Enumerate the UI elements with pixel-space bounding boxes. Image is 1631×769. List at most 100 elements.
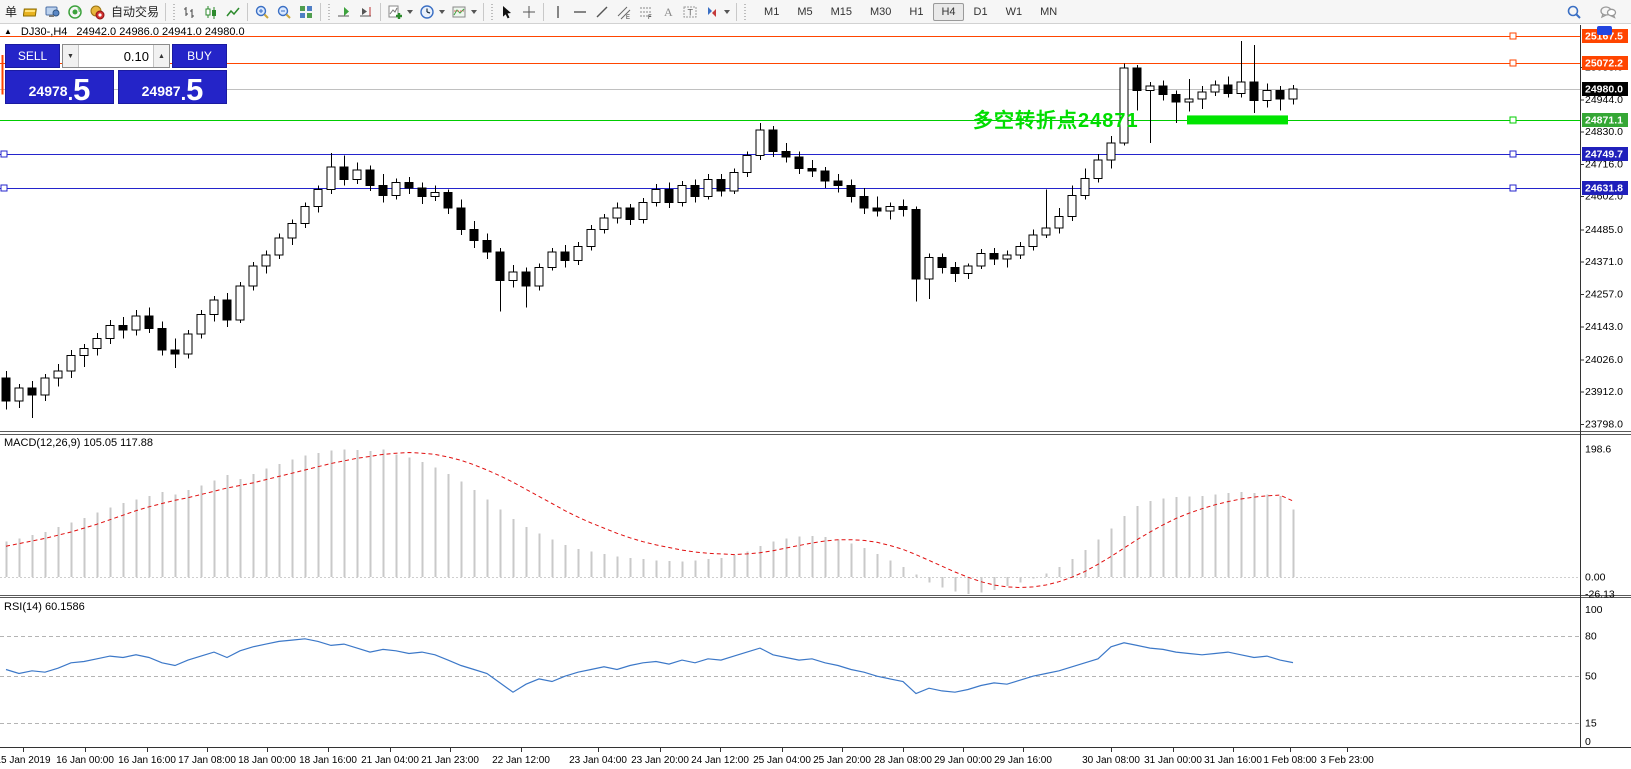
price-badge (1582, 56, 1628, 70)
time-tick-label: 28 Jan 08:00 (874, 755, 932, 766)
candle-body (664, 189, 674, 203)
candle-body (833, 180, 843, 186)
text-icon[interactable]: A (657, 2, 679, 22)
line-handle[interactable] (1509, 59, 1517, 67)
price-tick-label: 23798.0 (1585, 419, 1623, 431)
candle-body (40, 377, 50, 396)
rsi-axis-label: 0 (1585, 736, 1591, 748)
sell-button[interactable]: SELL (5, 44, 60, 68)
line-handle[interactable] (1509, 116, 1517, 124)
macd-indicator-label: MACD(12,26,9) 105.05 117.88 (4, 437, 153, 449)
sell-price-button[interactable]: 24978. 5 (5, 70, 114, 107)
tile-windows-icon[interactable] (295, 2, 317, 22)
fibonacci-icon[interactable]: F (635, 2, 657, 22)
candle-body (625, 207, 635, 220)
candle-body (27, 387, 37, 396)
buy-button[interactable]: BUY (172, 44, 227, 68)
macd-axis-label: 0.00 (1585, 572, 1606, 584)
rsi-axis-label: 80 (1585, 631, 1597, 643)
candle-body (469, 228, 479, 242)
line-chart-icon[interactable] (222, 2, 244, 22)
bar-chart-icon[interactable] (178, 2, 200, 22)
indicators-button[interactable] (384, 2, 416, 22)
time-tick-label: 30 Jan 08:00 (1082, 755, 1140, 766)
equidistant-channel-icon[interactable]: E (613, 2, 635, 22)
tf-m5-button[interactable]: M5 (797, 5, 813, 18)
line-handle[interactable] (1509, 184, 1517, 192)
candle-body (1145, 85, 1155, 91)
price-tick-label: 24830.0 (1585, 126, 1623, 138)
market-watch-icon[interactable] (42, 2, 64, 22)
candle-body (417, 187, 427, 198)
volume-decrease-button[interactable]: ▼ (63, 45, 79, 67)
time-tick-label: 31 Jan 00:00 (1144, 755, 1202, 766)
time-tick-label: 25 Jan 20:00 (813, 755, 871, 766)
new-order-button[interactable]: 单 (5, 5, 18, 19)
autotrading-label[interactable]: 自动交易 (111, 5, 160, 19)
chart-window-icon[interactable] (20, 2, 42, 22)
chart-shift-icon[interactable] (355, 2, 377, 22)
candle-body (456, 207, 466, 230)
line-handle[interactable] (1509, 150, 1517, 158)
candle-body (599, 217, 609, 230)
price-badge (1582, 181, 1628, 195)
vertical-line-icon[interactable] (547, 2, 569, 22)
candle-body (1067, 194, 1077, 218)
chart-ohlc-values: 24942.0 24986.0 24941.0 24980.0 (76, 26, 245, 38)
candle-body (105, 325, 115, 339)
time-tick-label: 18 Jan 00:00 (238, 755, 296, 766)
volume-increase-button[interactable]: ▲ (153, 45, 169, 67)
tf-m30-button[interactable]: M30 (870, 5, 892, 18)
zoom-in-icon[interactable] (251, 2, 273, 22)
tf-mn-button[interactable]: MN (1040, 5, 1058, 18)
price-badge (1582, 82, 1628, 96)
candle-body (222, 299, 232, 321)
crosshair-icon[interactable] (518, 2, 540, 22)
chart-quick-nav-icon[interactable] (1597, 26, 1612, 35)
panel-toggle-icon[interactable]: ▲ (4, 27, 12, 36)
trendline-icon[interactable] (591, 2, 613, 22)
auto-scroll-icon[interactable] (333, 2, 355, 22)
tf-m15-button[interactable]: M15 (830, 5, 852, 18)
periods-button[interactable] (416, 2, 448, 22)
candle-body (482, 240, 492, 253)
line-handle[interactable] (0, 184, 8, 192)
macd-axis-label: 198.6 (1585, 443, 1611, 455)
horizontal-line-icon[interactable] (569, 2, 591, 22)
signals-icon[interactable] (64, 2, 86, 22)
zoom-out-icon[interactable] (273, 2, 295, 22)
candle-body (79, 347, 89, 356)
search-icon[interactable] (1563, 2, 1585, 22)
price-tick-label: 24485.0 (1585, 224, 1623, 236)
time-tick-label: 21 Jan 04:00 (361, 755, 419, 766)
candlestick-chart-icon[interactable] (200, 2, 222, 22)
candle-body (261, 254, 271, 267)
candle-body (534, 267, 544, 287)
cursor-icon[interactable] (496, 2, 518, 22)
time-tick-label: 1 Feb 08:00 (1263, 755, 1317, 766)
text-label-icon[interactable]: T (679, 2, 701, 22)
time-tick-label: 18 Jan 16:00 (299, 755, 357, 766)
chevron-down-icon (407, 9, 414, 14)
tf-m1-button[interactable]: M1 (764, 5, 780, 18)
tf-h1-button[interactable]: H1 (909, 5, 924, 18)
autotrading-icon[interactable] (86, 2, 108, 22)
arrows-icon (701, 2, 723, 22)
candle-body (690, 184, 700, 198)
candle-body (339, 166, 349, 181)
line-handle[interactable] (1509, 32, 1517, 40)
templates-button[interactable] (448, 2, 480, 22)
buy-price-frac: 5 (186, 71, 204, 107)
line-handle[interactable] (0, 150, 8, 158)
tf-d1-button[interactable]: D1 (973, 5, 988, 18)
chat-icon[interactable] (1597, 2, 1619, 22)
tf-w1-button[interactable]: W1 (1005, 5, 1023, 18)
tf-h4-button[interactable]: H4 (933, 2, 964, 21)
price-badge (1582, 147, 1628, 161)
arrows-button[interactable] (701, 2, 733, 22)
volume-input[interactable] (79, 45, 153, 67)
sell-price-frac: 5 (73, 71, 91, 107)
candle-body (937, 257, 947, 269)
buy-price-button[interactable]: 24987. 5 (118, 70, 227, 107)
